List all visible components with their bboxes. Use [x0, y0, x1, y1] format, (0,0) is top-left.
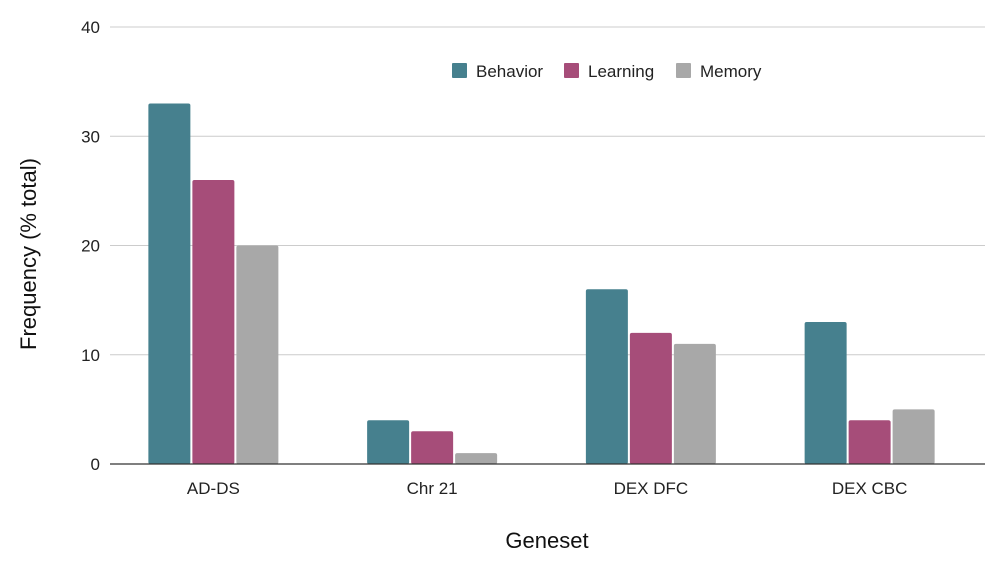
- x-axis-title: Geneset: [505, 528, 588, 553]
- y-tick-label: 10: [81, 346, 100, 365]
- bar-memory-dex-cbc: [892, 409, 935, 464]
- x-tick-label: DEX CBC: [832, 479, 908, 498]
- bar-behavior-dex-dfc: [585, 289, 628, 464]
- legend-label-learning: Learning: [588, 62, 654, 81]
- y-axis-title: Frequency (% total): [16, 158, 41, 350]
- bar-memory-chr-21: [455, 453, 498, 464]
- bar-memory-ad-ds: [236, 245, 279, 464]
- bar-learning-dex-cbc: [848, 420, 891, 464]
- bar-learning-ad-ds: [192, 179, 235, 464]
- bar-learning-chr-21: [411, 431, 454, 464]
- legend-label-memory: Memory: [700, 62, 762, 81]
- bars: [148, 103, 935, 464]
- legend-label-behavior: Behavior: [476, 62, 543, 81]
- x-axis-ticks: AD-DS Chr 21 DEX DFC DEX CBC: [187, 479, 907, 498]
- x-tick-label: DEX DFC: [614, 479, 689, 498]
- bar-behavior-ad-ds: [148, 103, 191, 464]
- x-tick-label: Chr 21: [407, 479, 458, 498]
- y-tick-label: 20: [81, 237, 100, 256]
- legend-swatch-learning: [564, 63, 579, 78]
- legend: Behavior Learning Memory: [452, 62, 762, 81]
- bar-behavior-dex-cbc: [804, 321, 847, 464]
- bar-learning-dex-dfc: [629, 332, 672, 464]
- legend-swatch-behavior: [452, 63, 467, 78]
- bar-behavior-chr-21: [367, 420, 410, 464]
- x-tick-label: AD-DS: [187, 479, 240, 498]
- legend-swatch-memory: [676, 63, 691, 78]
- bar-memory-dex-dfc: [673, 343, 716, 464]
- y-axis-ticks: 0 10 20 30 40: [81, 18, 100, 474]
- y-tick-label: 40: [81, 18, 100, 37]
- y-tick-label: 0: [91, 455, 100, 474]
- y-tick-label: 30: [81, 127, 100, 146]
